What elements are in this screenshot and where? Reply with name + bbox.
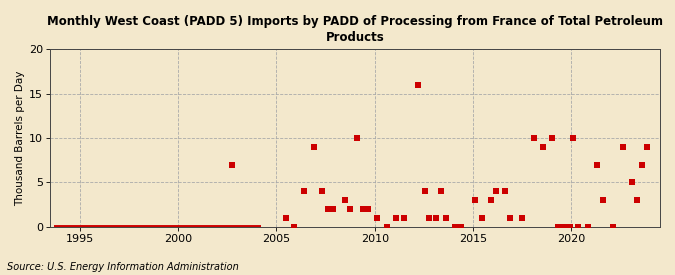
Text: Source: U.S. Energy Information Administration: Source: U.S. Energy Information Administ… [7,262,238,272]
Point [558,224,569,229]
Point [420,189,431,193]
Point [517,216,528,220]
Point [423,216,434,220]
Point [431,216,441,220]
Point [564,224,575,229]
Point [552,224,563,229]
Point [381,224,392,229]
Point [537,145,548,149]
Point [627,180,638,185]
Point [358,207,369,211]
Point [592,162,603,167]
Point [477,216,487,220]
Title: Monthly West Coast (PADD 5) Imports by PADD of Processing from France of Total P: Monthly West Coast (PADD 5) Imports by P… [47,15,663,44]
Point [322,207,333,211]
Point [608,224,618,229]
Point [345,207,356,211]
Y-axis label: Thousand Barrels per Day: Thousand Barrels per Day [15,70,25,206]
Point [573,224,584,229]
Point [227,162,238,167]
Point [642,145,653,149]
Point [490,189,501,193]
Point [504,216,515,220]
Point [352,136,362,140]
Point [500,189,510,193]
Point [485,198,496,202]
Point [637,162,648,167]
Point [583,224,593,229]
Point [362,207,373,211]
Point [391,216,402,220]
Point [340,198,351,202]
Point [597,198,608,202]
Point [412,82,423,87]
Point [298,189,309,193]
Point [435,189,446,193]
Point [371,216,382,220]
Point [289,224,300,229]
Point [399,216,410,220]
Point [632,198,643,202]
Point [450,224,461,229]
Point [281,216,292,220]
Point [456,224,466,229]
Point [440,216,451,220]
Point [328,207,339,211]
Point [470,198,481,202]
Point [317,189,327,193]
Point [547,136,558,140]
Point [568,136,579,140]
Point [529,136,539,140]
Point [308,145,319,149]
Point [617,145,628,149]
